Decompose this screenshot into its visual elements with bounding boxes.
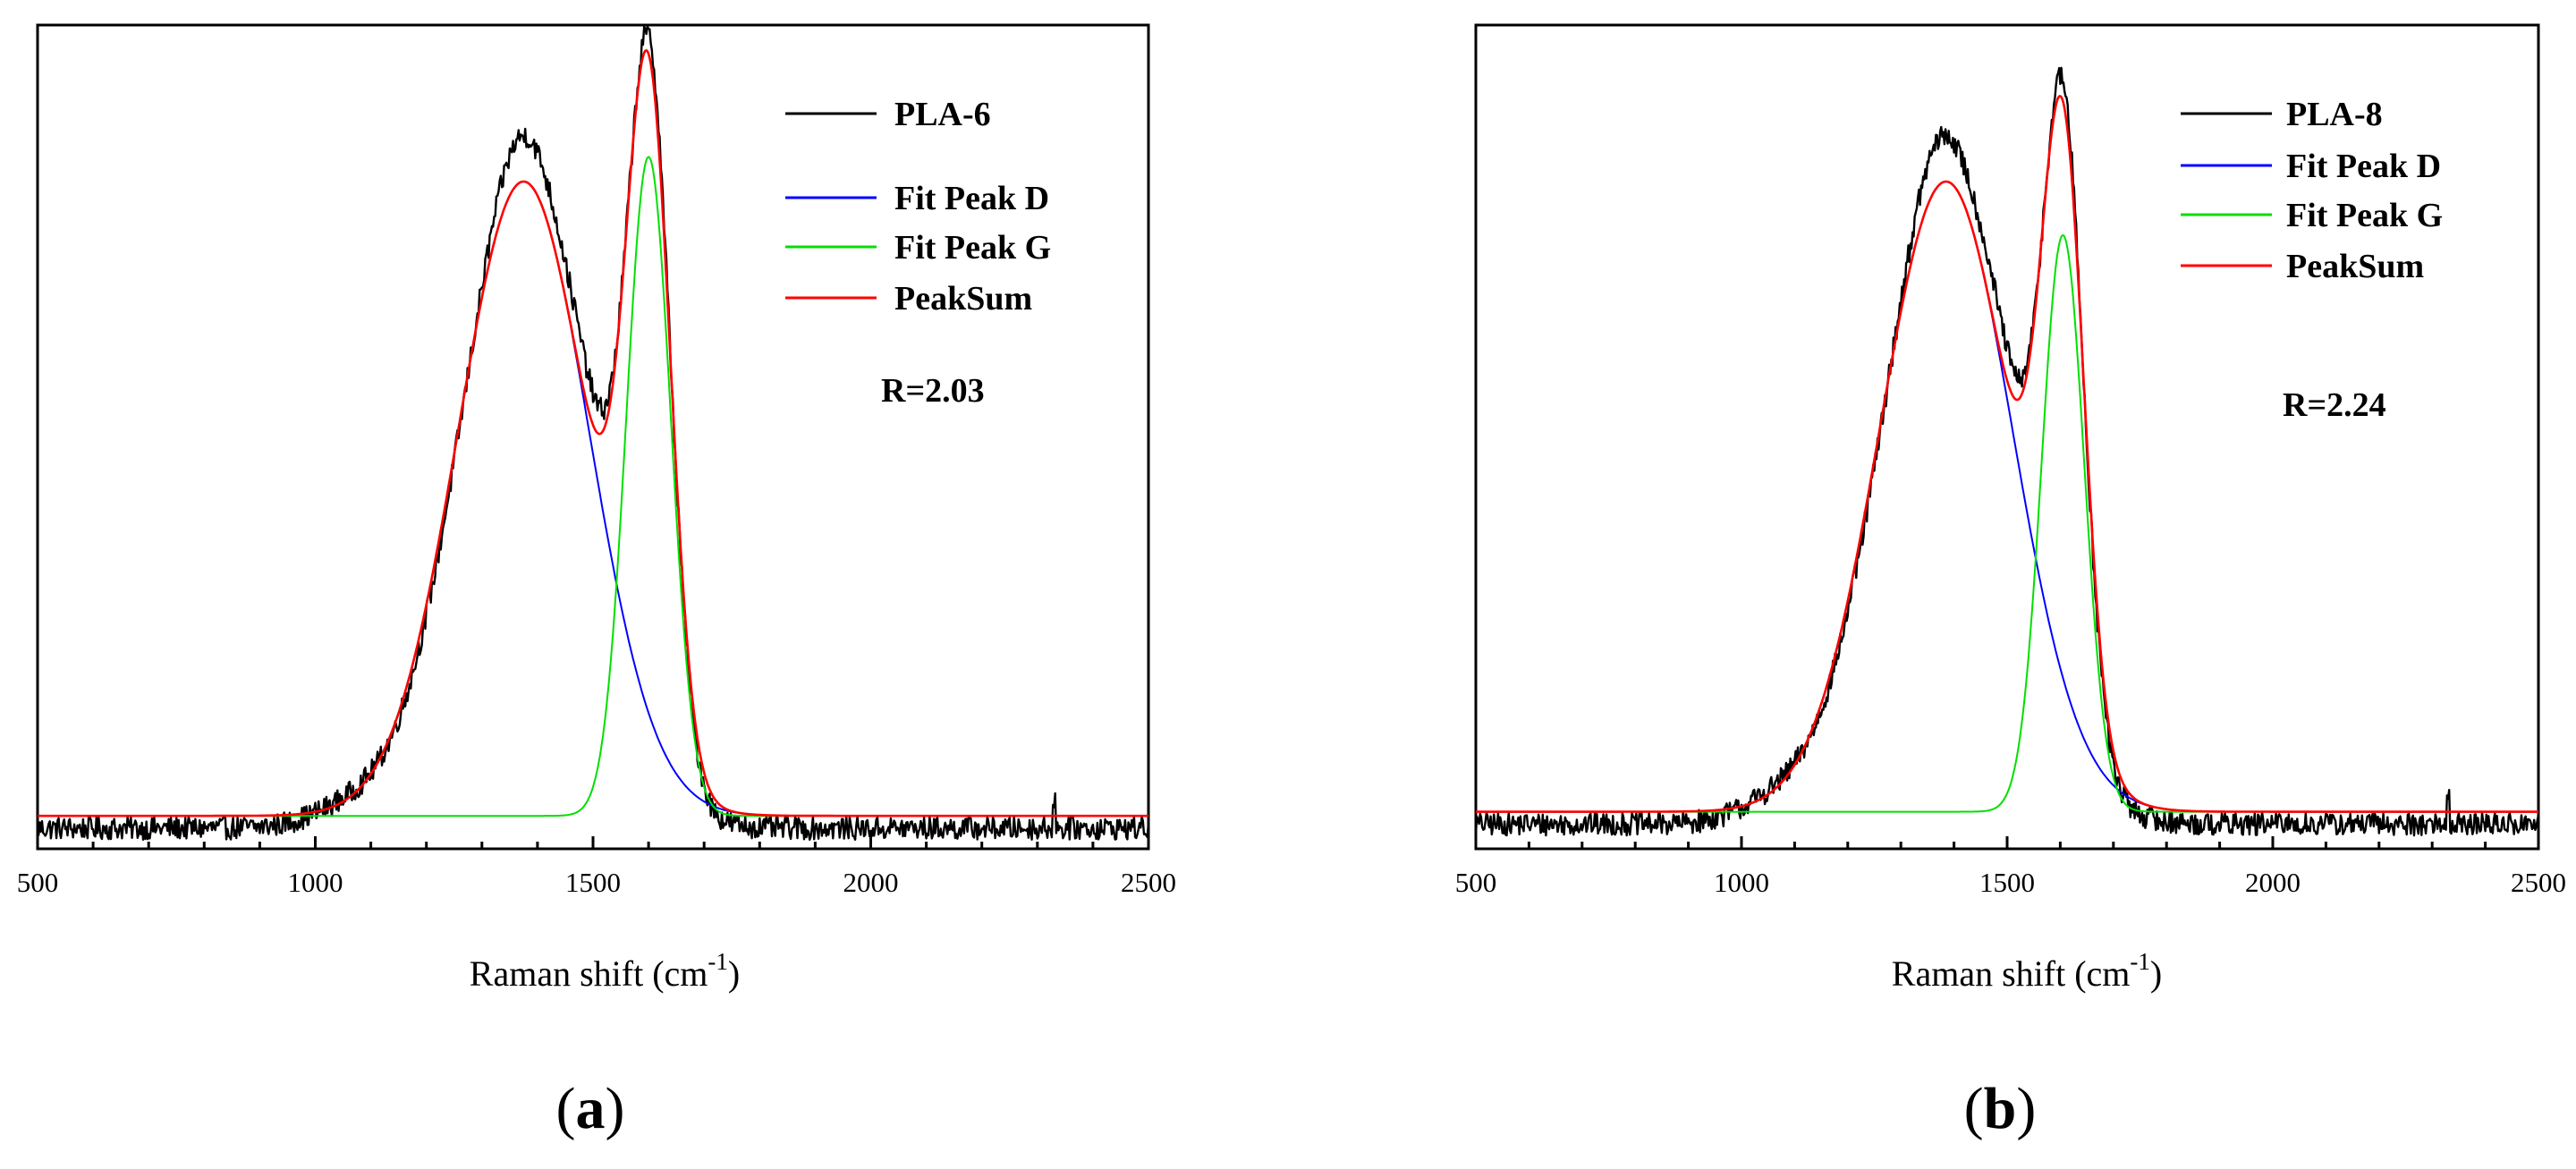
ratio-annotation: R=2.24 [2283, 386, 2386, 424]
series-peaksum [37, 49, 1149, 817]
legend-label-raw: PLA-8 [2286, 96, 2383, 133]
x-tick-label: 1500 [1979, 867, 2035, 898]
legend-label-peaksum: PeakSum [2286, 248, 2424, 285]
series-fit-peak-g [1476, 234, 2538, 813]
legend-label-peaksum: PeakSum [894, 280, 1032, 318]
ratio-annotation: R=2.03 [881, 372, 985, 410]
x-axis-title: Raman shift (cm-1) [1892, 948, 2162, 994]
series-raw [36, 25, 1150, 841]
panel-label: (b) [1964, 1076, 2037, 1141]
legend: PLA-8 Fit Peak D Fit Peak G PeakSum [2181, 96, 2443, 285]
chart-panel-b: 500 1000 1500 2000 2500 Raman shift (cm-1) P… [1455, 23, 2566, 1141]
series-raw [1474, 66, 2540, 837]
x-tick-label: 500 [17, 867, 59, 898]
x-tick-label: 2000 [2245, 867, 2301, 898]
x-axis-tick-labels: 500 1000 1500 2000 2500 [17, 867, 1176, 898]
panel-label: (a) [556, 1076, 625, 1141]
legend: PLA-6 Fit Peak D Fit Peak G PeakSum [785, 96, 1051, 318]
series-peaksum [1475, 95, 2539, 813]
legend-label-fit-peak-d: Fit Peak D [2286, 148, 2441, 185]
legend-label-fit-peak-g: Fit Peak G [2286, 197, 2443, 234]
legend-label-raw: PLA-6 [894, 96, 991, 133]
x-axis-title: Raman shift (cm-1) [470, 948, 740, 994]
x-tick-label: 2000 [843, 867, 899, 898]
x-tick-label: 1000 [288, 867, 343, 898]
series-fit-peak-d [38, 181, 1148, 817]
legend-label-fit-peak-g: Fit Peak G [894, 229, 1051, 267]
x-tick-label: 500 [1455, 867, 1497, 898]
x-tick-label: 2500 [1121, 867, 1176, 898]
x-tick-label: 1000 [1714, 867, 1769, 898]
x-axis-ticks [1474, 836, 2540, 849]
x-axis-ticks [36, 836, 1150, 849]
series-layer [36, 25, 1150, 841]
x-tick-label: 1500 [565, 867, 621, 898]
legend-label-fit-peak-d: Fit Peak D [894, 180, 1049, 217]
series-layer [1474, 66, 2540, 837]
x-axis-tick-labels: 500 1000 1500 2000 2500 [1455, 867, 2566, 898]
x-tick-label: 2500 [2511, 867, 2566, 898]
chart-panel-a: 500 1000 1500 2000 2500 Raman shift (cm-1) P… [17, 23, 1176, 1141]
plot-frame [36, 23, 1150, 851]
